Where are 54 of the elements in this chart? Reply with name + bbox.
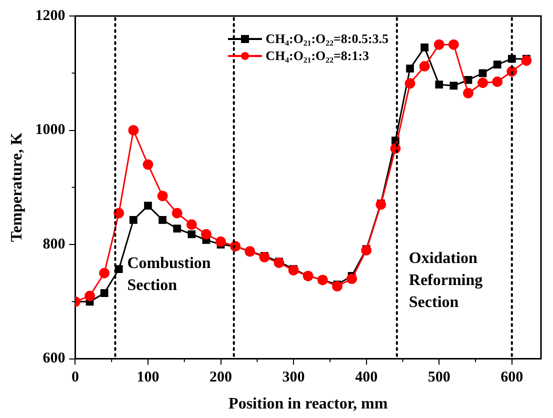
point [464,76,472,84]
point [404,78,416,89]
point [462,88,474,98]
legend-label: CH₄:O₂₁:O₂₂=8:1:3 [266,48,370,64]
point [478,78,488,88]
point [435,80,444,88]
point [114,208,124,218]
point [173,224,182,232]
point [158,216,166,224]
y-tick-label: 600 [42,350,66,367]
point [186,219,197,230]
x-tick-label: 300 [282,370,305,386]
point [259,252,270,262]
point [406,64,414,72]
point [200,229,212,240]
point [419,61,430,72]
annotation: Combustion Section [127,254,211,294]
x-tick-label: 0 [71,370,79,386]
point [332,280,342,292]
point [346,274,358,284]
point [129,216,138,224]
x-tick-label: 400 [355,370,378,386]
point [157,190,168,202]
y-tick-label: 1000 [35,122,66,138]
point [188,230,196,238]
x-tick-label: 600 [500,370,524,386]
point [142,159,154,170]
point [450,82,458,90]
point [216,236,226,247]
point [128,125,139,136]
point [114,265,123,274]
y-tick-label: 800 [42,236,66,252]
x-axis-title: Position in reactor, mm [228,396,388,413]
point [100,289,108,298]
legend-label: CH₄:O₂₁:O₂₂=8:0.5:3.5 [266,30,389,46]
annotation: Oxidation Reforming Section [408,250,483,311]
point [376,199,386,210]
point [84,290,96,302]
y-tick-label: 1200 [35,8,66,24]
point [274,258,284,268]
point [434,39,444,50]
y-axis-title: Temperature, K [8,132,26,242]
x-tick-label: 100 [136,370,160,386]
x-tick-label: 500 [428,370,450,386]
point [99,268,110,278]
point [448,39,459,50]
point [492,76,503,87]
point [144,202,152,210]
point [172,208,182,218]
point [493,60,502,68]
point [420,43,428,52]
point [521,55,532,66]
point [478,69,487,78]
x-tick-label: 200 [210,370,232,386]
